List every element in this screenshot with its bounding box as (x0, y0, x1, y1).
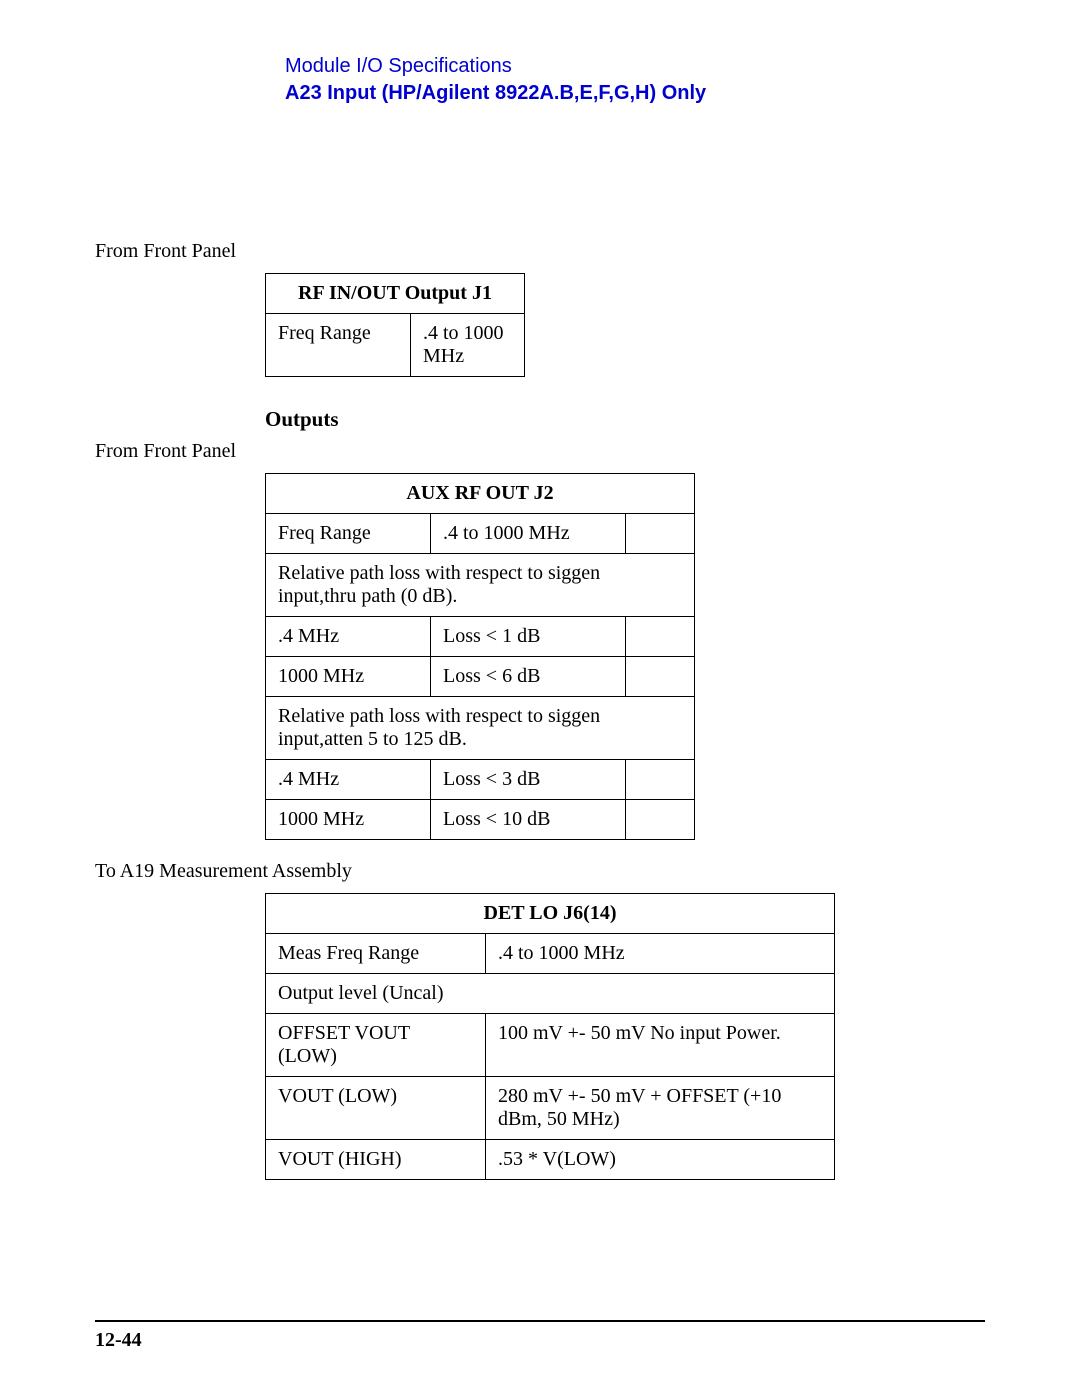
page-number: 12-44 (95, 1329, 142, 1352)
cell-label: 1000 MHz (266, 800, 431, 840)
table-title: DET LO J6(14) (266, 894, 835, 934)
cell-empty (626, 617, 695, 657)
cell-label: VOUT (LOW) (266, 1077, 486, 1140)
cell-value: .4 to 1000 MHz (411, 314, 525, 377)
cell-empty (626, 760, 695, 800)
cell-span: Relative path loss with respect to sigge… (266, 554, 695, 617)
outputs-heading: Outputs (265, 407, 985, 432)
cell-label: Meas Freq Range (266, 934, 486, 974)
page-header: Module I/O Specifications A23 Input (HP/… (285, 55, 985, 105)
header-model-line: A23 Input (HP/Agilent 8922A.B,E,F,G,H) O… (285, 82, 985, 105)
header-module-spec: Module I/O Specifications (285, 55, 985, 78)
cell-empty (626, 800, 695, 840)
source-label-2: From Front Panel (95, 440, 985, 463)
cell-label: .4 MHz (266, 760, 431, 800)
table-title: AUX RF OUT J2 (266, 474, 695, 514)
cell-span: Relative path loss with respect to sigge… (266, 697, 695, 760)
cell-label: Freq Range (266, 514, 431, 554)
table-det-lo: DET LO J6(14) Meas Freq Range .4 to 1000… (265, 893, 835, 1180)
table-title: RF IN/OUT Output J1 (266, 274, 525, 314)
cell-value: Loss < 3 dB (431, 760, 626, 800)
page: Module I/O Specifications A23 Input (HP/… (0, 0, 1080, 1397)
cell-value: .53 * V(LOW) (486, 1140, 835, 1180)
cell-value: Loss < 10 dB (431, 800, 626, 840)
table-rf-in-out: RF IN/OUT Output J1 Freq Range .4 to 100… (265, 273, 525, 377)
cell-value: .4 to 1000 MHz (486, 934, 835, 974)
cell-value: Loss < 6 dB (431, 657, 626, 697)
table-aux-rf-out: AUX RF OUT J2 Freq Range .4 to 1000 MHz … (265, 473, 695, 840)
cell-span: Output level (Uncal) (266, 974, 835, 1014)
cell-label: Freq Range (266, 314, 411, 377)
cell-value: .4 to 1000 MHz (431, 514, 626, 554)
cell-value: 100 mV +- 50 mV No input Power. (486, 1014, 835, 1077)
cell-label: OFFSET VOUT (LOW) (266, 1014, 486, 1077)
cell-label: VOUT (HIGH) (266, 1140, 486, 1180)
cell-empty (626, 657, 695, 697)
source-label-3: To A19 Measurement Assembly (95, 860, 985, 883)
cell-label: 1000 MHz (266, 657, 431, 697)
cell-value: 280 mV +- 50 mV + OFFSET (+10 dBm, 50 MH… (486, 1077, 835, 1140)
cell-label: .4 MHz (266, 617, 431, 657)
source-label-1: From Front Panel (95, 240, 985, 263)
cell-value: Loss < 1 dB (431, 617, 626, 657)
footer-rule (95, 1320, 985, 1322)
cell-empty (626, 514, 695, 554)
